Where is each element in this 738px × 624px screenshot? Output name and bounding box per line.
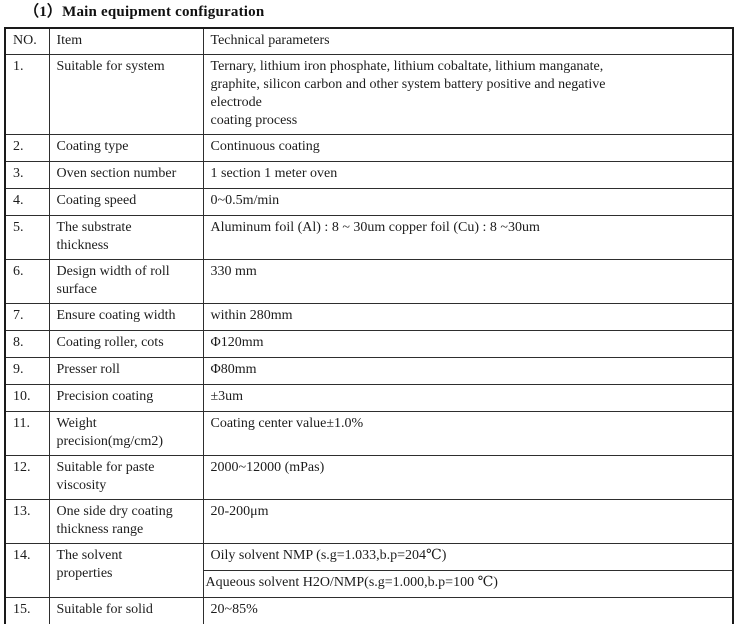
cell-no: 15.	[4, 597, 50, 624]
cell-param-sub: Aqueous solvent H2O/NMP(s.g=1.000,b.p=10…	[202, 570, 734, 598]
table-row: 7. Ensure coating width within 280mm	[4, 303, 734, 331]
cell-no: 6.	[4, 259, 50, 304]
equipment-table: NO. Item Technical parameters 1. Suitabl…	[4, 27, 734, 624]
cell-param: Ternary, lithium iron phosphate, lithium…	[202, 54, 734, 135]
cell-param: 0~0.5m/min	[202, 188, 734, 216]
table-subrow: Aqueous solvent H2O/NMP(s.g=1.000,b.p=10…	[5, 570, 734, 598]
table-row: 15. Suitable for solid 20~85%	[4, 597, 734, 624]
cell-param: Φ80mm	[202, 357, 734, 385]
table-row: 1. Suitable for system Ternary, lithium …	[4, 54, 734, 135]
header-row: NO. Item Technical parameters	[4, 27, 734, 55]
table-row: 4. Coating speed 0~0.5m/min	[4, 188, 734, 216]
section-title: （1）Main equipment configuration	[24, 4, 265, 20]
cell-item: Weight precision(mg/cm2)	[48, 411, 204, 456]
cell-param: within 280mm	[202, 303, 734, 331]
cell-item: Presser roll	[48, 357, 204, 385]
table-row: 9. Presser roll Φ80mm	[4, 357, 734, 385]
table-row: 13. One side dry coating thickness range…	[4, 499, 734, 544]
cell-item: Suitable for system	[48, 54, 204, 135]
cell-no: 1.	[4, 54, 50, 135]
header-params: Technical parameters	[202, 27, 734, 55]
cell-no: 11.	[4, 411, 50, 456]
header-item: Item	[48, 27, 204, 55]
cell-param-sub: Oily solvent NMP (s.g=1.033,b.p=204℃)	[202, 543, 734, 571]
cell-item: One side dry coating thickness range	[48, 499, 204, 544]
cell-no: 3.	[4, 161, 50, 189]
cell-item: Design width of roll surface	[48, 259, 204, 304]
table-row: 6. Design width of roll surface 330 mm	[4, 259, 734, 304]
cell-item: Coating roller, cots	[48, 330, 204, 358]
cell-no: 13.	[4, 499, 50, 544]
table-row: 8. Coating roller, cots Φ120mm	[4, 330, 734, 358]
cell-item: Ensure coating width	[48, 303, 204, 331]
table-row: 11. Weight precision(mg/cm2) Coating cen…	[4, 411, 734, 456]
cell-param: 20-200μm	[202, 499, 734, 544]
cell-item: Coating type	[48, 134, 204, 162]
cell-param: Aluminum foil (Al) : 8 ~ 30um copper foi…	[202, 215, 734, 260]
table-row: 2. Coating type Continuous coating	[4, 134, 734, 162]
cell-param: Continuous coating	[202, 134, 734, 162]
cell-param: ±3um	[202, 384, 734, 412]
cell-no: 14.	[4, 543, 50, 598]
cell-param: Coating center value±1.0%	[202, 411, 734, 456]
cell-no: 2.	[4, 134, 50, 162]
cell-no: 12.	[4, 455, 50, 500]
cell-no: 8.	[4, 330, 50, 358]
cell-no: 7.	[4, 303, 50, 331]
cell-item: Coating speed	[48, 188, 204, 216]
cell-param: 330 mm	[202, 259, 734, 304]
cell-no: 10.	[4, 384, 50, 412]
table-row: 5. The substrate thickness Aluminum foil…	[4, 215, 734, 260]
header-no: NO.	[4, 27, 50, 55]
cell-no: 9.	[4, 357, 50, 385]
cell-item: The solvent properties	[48, 543, 204, 598]
cell-param: 20~85%	[202, 597, 734, 624]
cell-param: 1 section 1 meter oven	[202, 161, 734, 189]
cell-item: Suitable for paste viscosity	[48, 455, 204, 500]
cell-item: Oven section number	[48, 161, 204, 189]
cell-item: The substrate thickness	[48, 215, 204, 260]
cell-item: Suitable for solid	[48, 597, 204, 624]
table-row: 3. Oven section number 1 section 1 meter…	[4, 161, 734, 189]
cell-no: 5.	[4, 215, 50, 260]
table-row: 12. Suitable for paste viscosity 2000~12…	[4, 455, 734, 500]
cell-no: 4.	[4, 188, 50, 216]
cell-param: Φ120mm	[202, 330, 734, 358]
table-row: 14. The solvent properties Oily solvent …	[4, 543, 734, 598]
cell-item: Precision coating	[48, 384, 204, 412]
cell-param: 2000~12000 (mPas)	[202, 455, 734, 500]
table-row: 10. Precision coating ±3um	[4, 384, 734, 412]
